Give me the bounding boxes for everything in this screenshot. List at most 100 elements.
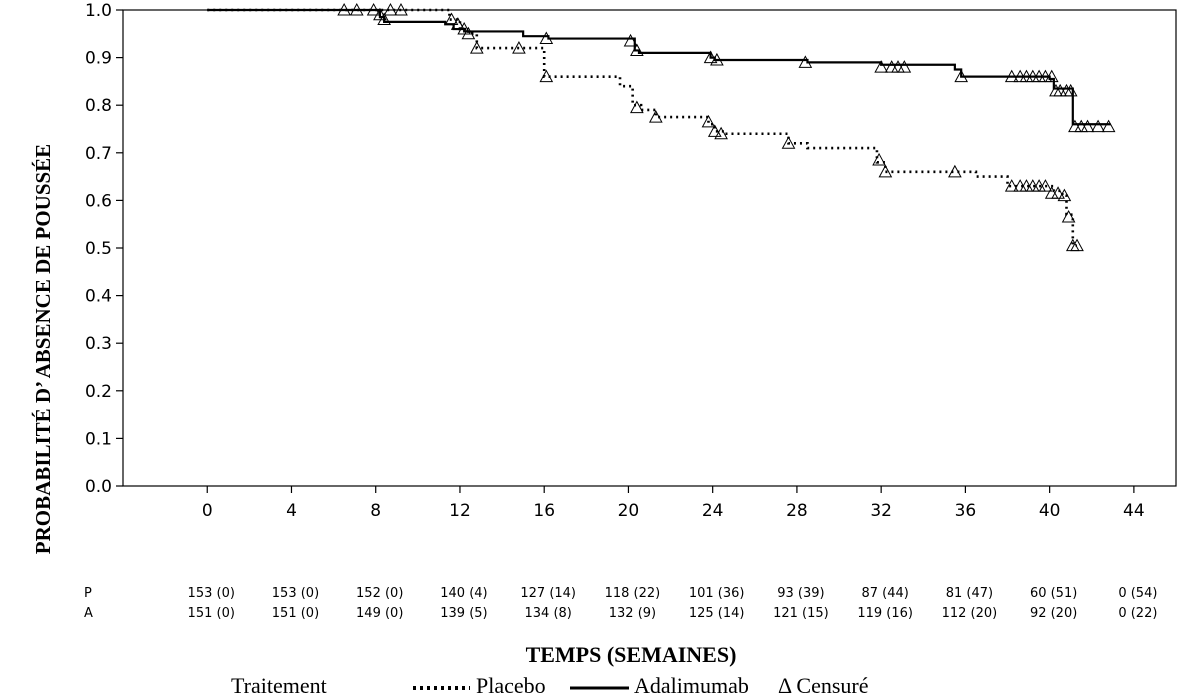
censor-marker-placebo	[461, 26, 476, 40]
x-tick-label: 8	[370, 501, 381, 521]
at-risk-value: 152 (0)	[356, 586, 403, 601]
censor-marker-placebo	[1044, 186, 1059, 199]
y-tick-label: 0.2	[85, 382, 112, 402]
censor-marker-placebo	[878, 164, 893, 178]
at-risk-value: 134 (8)	[525, 606, 572, 621]
censor-marker-placebo	[1061, 210, 1076, 223]
censor-marker-adalimumab	[710, 52, 724, 66]
at-risk-value: 125 (14)	[689, 606, 745, 621]
censor-marker-adalimumab	[874, 60, 889, 73]
censor-marker-placebo	[469, 41, 484, 54]
y-tick-label: 0.6	[85, 191, 112, 211]
at-risk-value: 119 (16)	[857, 606, 913, 621]
censor-marker-adalimumab	[1044, 69, 1059, 83]
censor-marker-placebo	[1038, 179, 1053, 192]
censor-marker-placebo	[349, 2, 364, 16]
censor-marker-placebo	[648, 110, 663, 123]
censor-marker-placebo	[337, 2, 351, 16]
legend-title: Traitement	[231, 673, 327, 698]
x-tick-label: 24	[702, 501, 724, 521]
y-axis-label: PROBABILITÉ D’ ABSENCE DE POUSSÉE	[31, 144, 55, 554]
x-tick-label: 40	[1039, 501, 1061, 521]
legend: Traitement Placebo Adalimumab Δ Censuré	[231, 673, 869, 698]
censor-marker-placebo	[366, 2, 381, 16]
censor-marker-placebo	[1004, 179, 1019, 192]
censor-marker-placebo	[373, 7, 387, 21]
censor-marker-placebo	[948, 164, 962, 178]
at-risk-value: 127 (14)	[520, 586, 576, 601]
curve-adalimumab	[207, 8, 1111, 126]
at-risk-value: 153 (0)	[272, 586, 319, 601]
x-tick-label: 28	[786, 501, 808, 521]
legend-placebo-label: Placebo	[476, 673, 546, 698]
censor-marker-adalimumab	[891, 60, 905, 73]
x-tick-label: 20	[618, 501, 640, 521]
at-risk-value: 93 (39)	[777, 586, 824, 601]
x-tick-label: 44	[1123, 501, 1145, 521]
censor-marker-adalimumab	[1059, 83, 1074, 97]
censor-marker-placebo	[1070, 238, 1084, 252]
axes: 0.0 0.1 0.2 0.3 0.4 0.5 0.6 0.7 0.8 0.9 1.0 0 4 8 12 16…	[85, 1, 1177, 521]
at-risk-row-label: P	[84, 586, 92, 601]
censor-marker-placebo	[872, 152, 886, 166]
censor-marker-adalimumab	[451, 17, 465, 30]
y-tick-label: 0.8	[85, 96, 112, 116]
at-risk-value: 0 (22)	[1118, 606, 1157, 621]
censor-marker-adalimumab	[884, 60, 899, 73]
censor-marker-adalimumab	[630, 43, 644, 56]
at-risk-value: 92 (20)	[1030, 606, 1077, 621]
x-tick-label: 16	[533, 501, 555, 521]
censor-marker-adalimumab	[897, 60, 912, 73]
at-risk-value: 149 (0)	[356, 606, 403, 621]
censor-marker-adalimumab	[444, 12, 459, 26]
censor-marker-placebo	[1057, 188, 1072, 202]
at-risk-value: 0 (54)	[1118, 586, 1157, 601]
censor-marker-adalimumab	[457, 21, 472, 35]
censor-marker-placebo	[707, 124, 722, 137]
x-tick-label: 0	[202, 501, 213, 521]
x-tick-label: 12	[449, 501, 471, 521]
at-risk-value: 151 (0)	[188, 606, 235, 621]
x-tick-label: 36	[955, 501, 977, 521]
censor-marker-placebo	[714, 126, 728, 140]
y-tick-label: 0.5	[85, 239, 112, 259]
at-risk-value: 139 (5)	[440, 606, 487, 621]
at-risk-value: 132 (9)	[609, 606, 656, 621]
at-risk-value: 112 (20)	[942, 606, 998, 621]
censor-marker-placebo	[701, 114, 716, 128]
at-risk-value: 153 (0)	[188, 586, 235, 601]
censor-marker-adalimumab	[1053, 83, 1068, 97]
y-tick-label: 0.0	[85, 477, 112, 497]
y-tick-label: 0.3	[85, 334, 112, 354]
at-risk-value: 140 (4)	[440, 586, 487, 601]
censor-marker-placebo	[630, 100, 644, 114]
censor-marker-adalimumab	[1004, 69, 1019, 83]
x-tick-label: 32	[870, 501, 892, 521]
legend-adalimumab-label: Adalimumab	[634, 673, 749, 698]
at-risk-value: 87 (44)	[861, 586, 908, 601]
x-tick-label: 4	[286, 501, 297, 521]
censor-marker-adalimumab	[539, 31, 554, 45]
at-risk-table: P 153 (0) 153 (0) 152 (0) 140 (4) 127 (14) 118…	[84, 586, 1157, 621]
legend-censored-label: Δ Censuré	[778, 673, 869, 698]
censor-marker-placebo	[377, 12, 391, 26]
censor-marker-placebo	[383, 2, 398, 16]
censor-markers	[337, 2, 1116, 252]
y-tick-label: 1.0	[85, 1, 112, 21]
censor-marker-adalimumab	[623, 33, 638, 47]
at-risk-row-label: A	[84, 606, 93, 621]
censor-marker-placebo	[1051, 186, 1065, 199]
censor-marker-adalimumab	[798, 55, 813, 68]
curve-placebo	[207, 8, 1078, 247]
at-risk-value: 151 (0)	[272, 606, 319, 621]
at-risk-value: 101 (36)	[689, 586, 745, 601]
censor-marker-placebo	[539, 69, 554, 83]
censor-marker-adalimumab	[703, 50, 718, 64]
censor-marker-adalimumab	[1101, 119, 1116, 133]
y-tick-label: 0.1	[85, 429, 112, 449]
curves	[207, 8, 1111, 247]
censor-marker-adalimumab	[1080, 119, 1095, 133]
censor-marker-placebo	[394, 2, 408, 16]
censor-marker-adalimumab	[1063, 83, 1078, 97]
